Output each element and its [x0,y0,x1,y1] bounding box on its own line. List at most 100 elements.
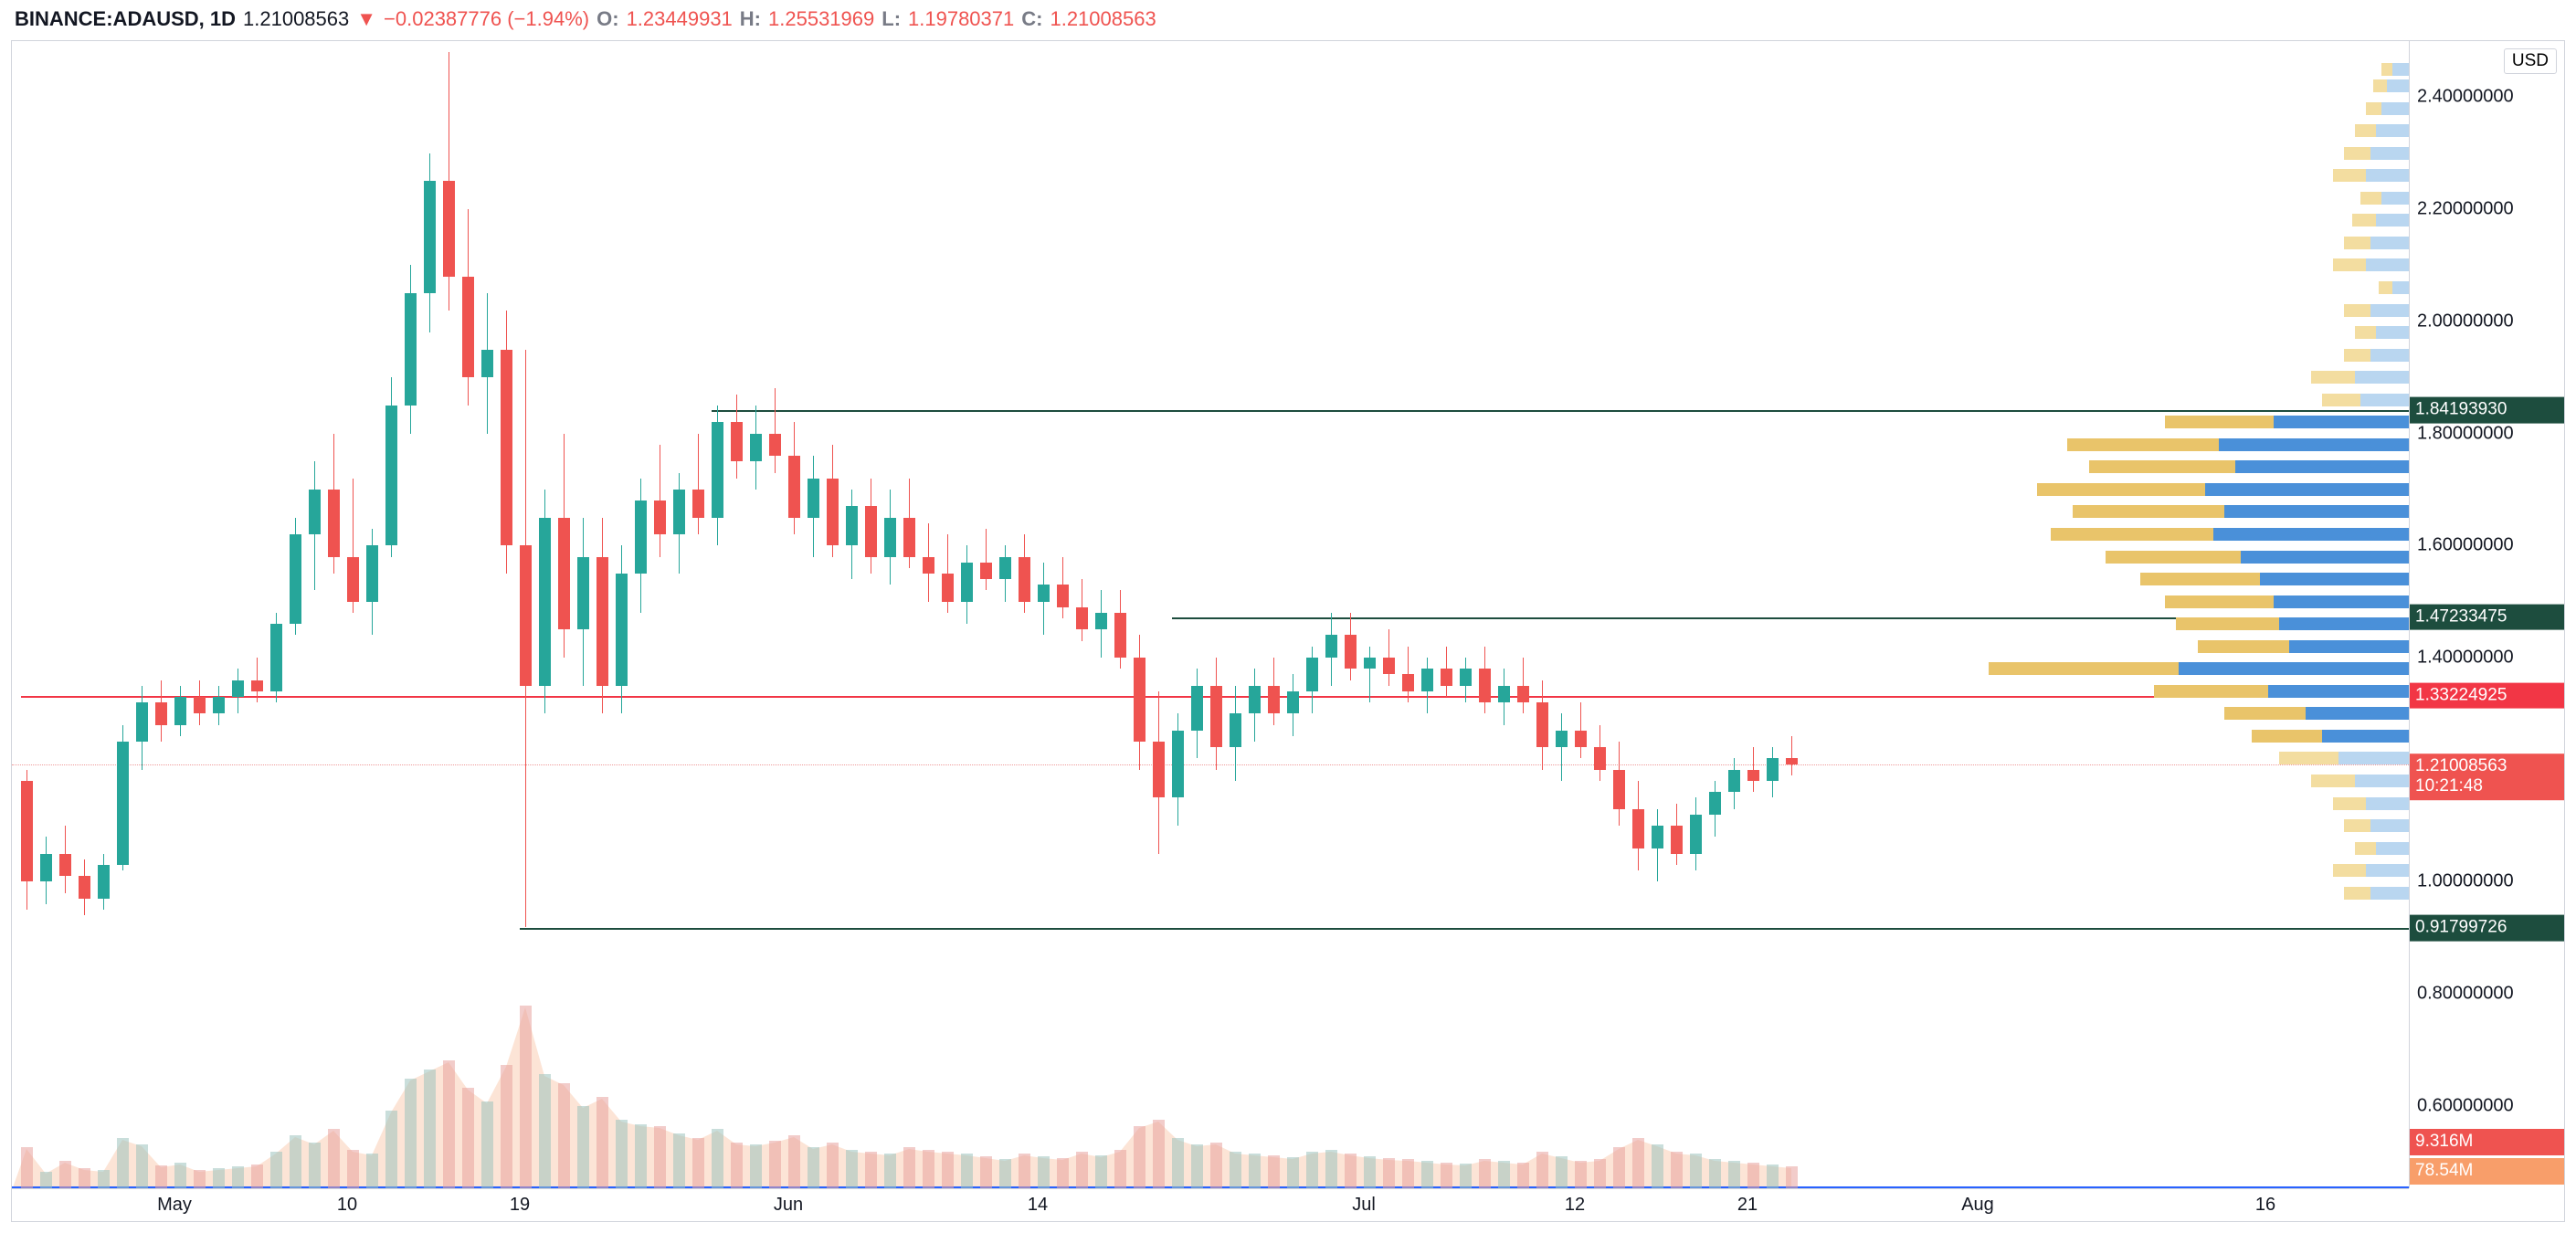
candle [98,854,110,910]
volume-bar [558,1083,570,1188]
currency-badge[interactable]: USD [2504,48,2557,74]
candle [1786,736,1798,775]
y-tick: 1.60000000 [2417,535,2514,556]
candle [596,518,608,714]
volume-profile-bar [2279,752,2409,764]
candle [654,445,666,557]
candle [1517,658,1529,713]
volume-profile-bar [2067,438,2409,451]
candle [903,479,915,568]
volume-profile-bar [2381,63,2409,76]
volume-profile-bar [2344,304,2409,317]
volume-bar [1325,1150,1337,1188]
candle [136,686,148,770]
volume-bar [1441,1163,1452,1188]
candle [117,725,129,871]
symbol[interactable]: BINANCE:ADAUSD, 1D [15,7,236,31]
x-tick: 19 [510,1195,530,1216]
volume-profile-bar [2333,258,2409,271]
y-tick: 1.40000000 [2417,648,2514,669]
volume-profile-bar [2344,147,2409,160]
candle [328,434,340,574]
candle [213,686,225,725]
volume-axis-label: 78.54M [2410,1158,2564,1185]
candle [1287,674,1299,736]
x-tick: May [157,1195,192,1216]
chart-container[interactable]: USD 2.400000002.200000002.000000001.8000… [11,40,2565,1222]
candle [635,479,647,613]
close-label: C: [1021,7,1042,31]
open-label: O: [596,7,618,31]
volume-bar [270,1152,282,1188]
candle [1441,647,1452,697]
volume-bar [251,1164,263,1188]
volume-bar [1364,1156,1376,1188]
volume-bar [769,1141,781,1188]
volume-profile-bar [2352,214,2409,227]
volume-profile-bar [2311,371,2409,384]
volume-bar [788,1135,800,1188]
volume-profile-bar [2344,887,2409,900]
volume-bar [385,1111,397,1188]
volume-profile-bar [2252,730,2409,743]
x-tick: 21 [1737,1195,1758,1216]
volume-bar [827,1143,839,1188]
volume-bar [1747,1163,1759,1188]
candle [1076,579,1088,641]
open-value: 1.23449931 [627,7,733,31]
y-tick: 2.40000000 [2417,87,2514,108]
candle [385,377,397,556]
volume-bar [1345,1154,1357,1188]
volume-bar [1268,1155,1280,1188]
volume-bar [1191,1144,1203,1188]
candle [1191,669,1203,758]
volume-bar [347,1150,359,1188]
volume-bar [1498,1161,1510,1188]
volume-bar [1172,1138,1184,1188]
volume-bar [290,1135,301,1188]
time-axis[interactable]: May1019Jun14Jul1221Aug16 [12,1188,2409,1221]
volume-profile-bar [2089,460,2409,473]
volume-bar [1786,1166,1798,1188]
candle [788,422,800,534]
candle [309,461,321,590]
candle [827,445,839,557]
volume-profile-bar [2140,573,2409,585]
candle [1210,658,1222,770]
volume-profile-bar [2379,281,2409,294]
volume-bar [98,1170,110,1188]
candle [539,490,551,713]
candle [520,350,532,927]
high-label: H: [740,7,761,31]
candle [980,529,992,591]
volume-bar [712,1129,723,1188]
volume-bar [731,1143,743,1188]
price-axis[interactable]: 2.400000002.200000002.000000001.80000000… [2409,41,2564,1188]
candle [558,434,570,658]
volume-bar [980,1156,992,1188]
chart-pane[interactable] [12,41,2409,1188]
candle [290,518,301,636]
volume-profile-bar [2344,349,2409,362]
low-value: 1.19780371 [908,7,1014,31]
volume-bar [174,1163,186,1188]
x-tick: 12 [1565,1195,1585,1216]
volume-bar [79,1168,90,1188]
volume-profile-bar [2333,864,2409,877]
volume-bar [1690,1154,1702,1188]
direction-arrow-icon: ▼ [356,7,376,31]
volume-bar [1556,1156,1568,1188]
candle [347,479,359,613]
volume-bar [117,1138,129,1188]
candle [673,473,685,574]
volume-bar [424,1070,436,1188]
candle [1364,647,1376,702]
candle [1594,725,1606,781]
volume-profile-bar [2311,775,2409,787]
candle [1652,809,1663,882]
volume-bar [1057,1158,1069,1188]
candle [1632,781,1644,870]
volume-bar [1210,1143,1222,1188]
volume-profile-bar [2344,819,2409,832]
candle [884,490,896,585]
